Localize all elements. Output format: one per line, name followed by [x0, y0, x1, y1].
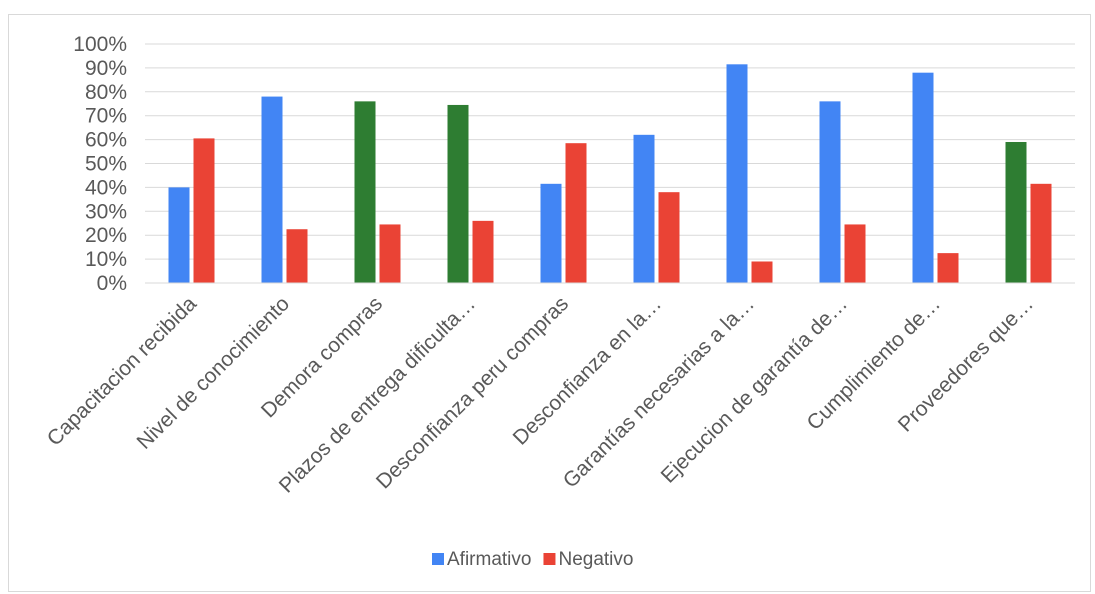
legend-swatch: [543, 553, 556, 565]
bar-afirmativo: [168, 187, 190, 283]
y-tick-label: 40%: [85, 176, 127, 199]
y-axis-ticks: 0%10%20%30%40%50%60%70%80%90%100%: [73, 33, 127, 295]
category-label: Garantías necesarias a la…: [559, 292, 759, 492]
bar-negativo: [937, 253, 959, 283]
y-tick-label: 100%: [73, 33, 127, 56]
y-tick-label: 60%: [85, 129, 127, 152]
y-tick-label: 10%: [85, 248, 127, 271]
chart-frame: [8, 14, 1091, 592]
bar-afirmativo: [540, 183, 562, 283]
y-tick-label: 0%: [97, 272, 127, 295]
category-label: Nivel de conocimiento: [133, 292, 295, 454]
bar-afirmativo: [819, 101, 841, 283]
legend-label: Negativo: [558, 549, 633, 570]
y-tick-label: 90%: [85, 57, 127, 80]
y-tick-label: 80%: [85, 81, 127, 104]
y-tick-label: 70%: [85, 105, 127, 128]
bar-afirmativo: [261, 96, 283, 283]
gridlines: [145, 43, 1075, 284]
bar-negativo: [1030, 183, 1052, 283]
category-label: Ejecucion de garantía de…: [657, 292, 852, 487]
bar-afirmativo: [1005, 141, 1027, 283]
bar-negativo: [565, 143, 587, 283]
bar-afirmativo: [726, 64, 748, 283]
bar-negativo: [844, 224, 866, 283]
category-label: Desconfianza peru compras: [372, 292, 573, 493]
bar-afirmativo: [354, 101, 376, 283]
legend: Afirmativo Negativo: [432, 549, 633, 570]
bar-afirmativo: [633, 134, 655, 283]
category-label: Plazos de entrega dificulta…: [275, 292, 480, 497]
bars: [168, 64, 1052, 284]
bar-negativo: [751, 261, 773, 283]
y-tick-label: 50%: [85, 153, 127, 176]
bar-afirmativo: [912, 72, 934, 284]
bar-negativo: [658, 192, 680, 283]
y-tick-label: 20%: [85, 224, 127, 247]
bar-negativo: [379, 224, 401, 283]
y-tick-label: 30%: [85, 200, 127, 223]
bar-negativo: [193, 138, 215, 283]
bar-negativo: [286, 229, 308, 283]
bar-negativo: [472, 220, 494, 283]
bar-afirmativo: [447, 104, 469, 283]
legend-swatch: [432, 553, 444, 565]
category-label: Capacitacion recibida: [43, 292, 201, 450]
legend-label: Afirmativo: [447, 549, 531, 570]
